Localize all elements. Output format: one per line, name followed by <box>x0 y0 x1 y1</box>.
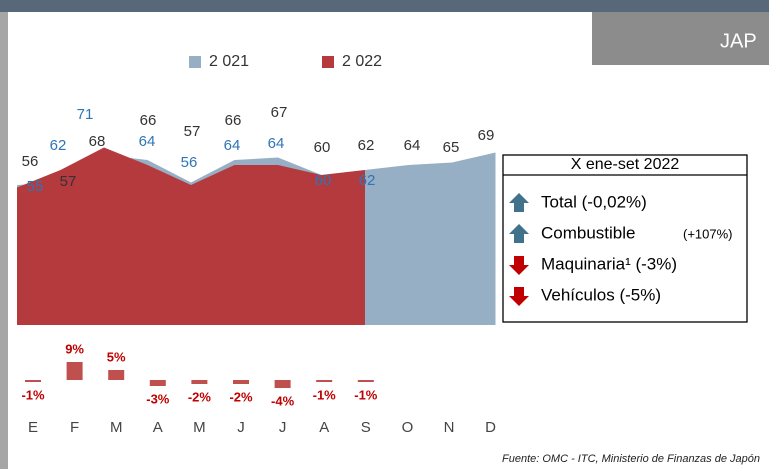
legend-box <box>502 154 748 323</box>
area <box>17 147 365 325</box>
bar <box>25 380 41 382</box>
data-label: 57 <box>60 173 77 190</box>
legend-label: 2 021 <box>209 53 249 70</box>
data-label: 67 <box>271 104 288 121</box>
arrow-up <box>509 224 529 243</box>
x-tick-label: N <box>444 419 455 436</box>
x-tick-label: A <box>319 419 329 436</box>
data-label: 69 <box>478 127 495 144</box>
arrow-up <box>509 193 529 212</box>
legend-item: Maquinaria¹ (-3%) <box>541 254 677 273</box>
legend-item: Combustible <box>541 223 636 242</box>
data-label: 62 <box>358 137 375 154</box>
title-box <box>592 12 769 65</box>
data-label: 66 <box>225 112 242 129</box>
legend-swatch <box>189 56 201 68</box>
x-tick-label: S <box>361 419 371 436</box>
bar <box>316 380 333 382</box>
data-label: 66 <box>140 112 157 129</box>
bar-label: -3% <box>146 391 170 406</box>
legend-item-note: (+107%) <box>683 226 733 241</box>
bar-label: -2% <box>229 389 253 404</box>
bar-label: 9% <box>65 341 84 356</box>
bar <box>191 380 208 384</box>
data-label: 60 <box>315 172 332 189</box>
arrow-down <box>509 256 529 275</box>
data-label: 65 <box>443 139 460 156</box>
data-label: 57 <box>184 123 201 140</box>
data-label: 68 <box>89 133 106 150</box>
legend-item: Vehículos (-5%) <box>541 285 661 304</box>
arrow-down <box>509 287 529 306</box>
x-tick-label: M <box>193 419 206 436</box>
data-label: 55 <box>27 178 44 195</box>
data-label: 64 <box>268 135 285 152</box>
data-label: 56 <box>22 153 39 170</box>
bar-label: 5% <box>107 349 126 364</box>
legend-swatch <box>322 56 334 68</box>
data-label: 56 <box>181 154 198 171</box>
x-tick-label: O <box>402 419 414 436</box>
data-label: 71 <box>77 106 94 123</box>
source: Fuente: OMC - ITC, Ministerio de Finanza… <box>502 453 760 465</box>
bar <box>149 380 166 386</box>
title: JAP <box>720 30 757 52</box>
x-tick-label: M <box>110 419 123 436</box>
bar-label: -1% <box>313 387 337 402</box>
data-label: 62 <box>359 172 376 189</box>
x-tick-label: J <box>237 419 245 436</box>
bar <box>357 380 374 382</box>
data-label: 62 <box>50 137 67 154</box>
x-tick-label: E <box>28 419 38 436</box>
data-label: 64 <box>404 137 421 154</box>
bar-label: -1% <box>21 387 45 402</box>
legend-label: 2 022 <box>342 53 382 70</box>
data-label: 64 <box>224 137 241 154</box>
bar <box>274 380 291 388</box>
bar-label: -2% <box>188 389 212 404</box>
bar <box>66 362 83 380</box>
x-tick-label: D <box>485 419 496 436</box>
bar <box>108 370 125 380</box>
bar-label: -4% <box>271 393 295 408</box>
legend-item: Total (-0,02%) <box>541 192 647 211</box>
x-tick-label: J <box>279 419 287 436</box>
bar <box>233 380 249 384</box>
data-label: 60 <box>314 139 331 156</box>
x-tick-label: A <box>153 419 163 436</box>
top-bar <box>0 0 769 12</box>
x-tick-label: F <box>70 419 79 436</box>
left-stripe <box>0 12 8 469</box>
bar-label: -1% <box>354 387 378 402</box>
data-label: 64 <box>139 133 156 150</box>
legend-box-title: X ene-set 2022 <box>571 156 680 173</box>
